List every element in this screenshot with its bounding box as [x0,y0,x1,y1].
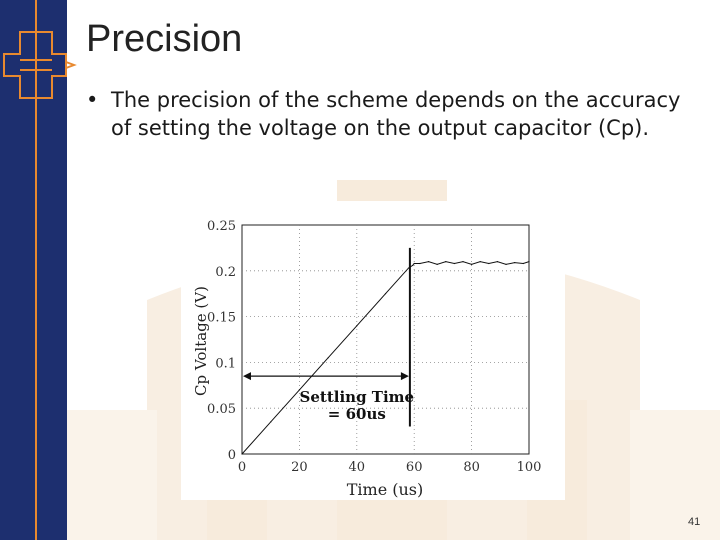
y-tick-label: 0.1 [215,356,236,371]
plot-area [241,224,530,455]
x-tick-label: 100 [517,460,542,475]
voltage-chart: 0 0.05 0.1 0.15 0.2 0.25 0 20 40 60 80 100 Settlin… [192,219,542,499]
data-point [427,261,430,263]
data-point [528,261,530,263]
y-tick-label: 0.25 [207,219,236,234]
data-point [488,262,490,265]
settling-time-label: Settling Time [300,388,415,406]
data-point [413,262,415,265]
data-point [496,261,499,263]
data-point [407,267,410,269]
data-point [436,263,438,265]
data-point [327,357,329,359]
data-point [462,261,464,263]
settling-time-value: = 60us [328,405,386,423]
x-tick-label: 60 [406,460,423,475]
data-point [471,263,473,265]
sidebar-band [0,0,67,540]
chart-container: 0 0.05 0.1 0.15 0.2 0.25 0 20 40 60 80 100 Settlin… [181,201,565,500]
circuit-logo-icon [3,20,77,110]
arrow-head-left [243,372,251,381]
data-point [445,261,447,263]
slide-title: Precision [86,18,243,60]
y-tick-label: 0 [228,448,236,463]
data-point [522,262,524,265]
data-point [514,261,516,264]
arrow-head-right [400,372,409,381]
x-axis-label: Time (us) [347,480,424,499]
data-point [419,262,421,265]
data-point [412,264,414,266]
y-tick-label: 0.2 [215,265,236,280]
sidebar-accent-line [35,0,37,540]
data-point [505,263,507,265]
data-point [384,293,387,295]
data-point [270,421,272,423]
x-tick-label: 80 [463,460,480,475]
y-tick-label: 0.15 [207,311,236,326]
y-tick-label: 0.05 [207,402,236,417]
x-tick-label: 0 [238,460,246,475]
bullet-mark: • [86,88,99,112]
data-point [241,453,243,455]
data-point [298,389,300,391]
data-point [479,261,481,263]
data-point [453,262,455,265]
x-tick-label: 40 [349,460,366,475]
bullet-text: The precision of the scheme depends on t… [111,88,681,140]
data-point [356,325,358,327]
page-number: 41 [688,516,701,528]
y-axis-label: Cp Voltage (V) [192,286,210,396]
x-tick-label: 20 [291,460,308,475]
